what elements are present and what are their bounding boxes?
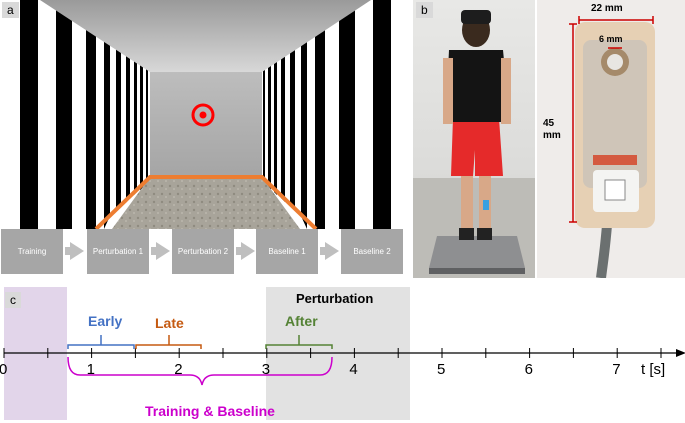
phase-arrow-4-tail — [320, 247, 326, 255]
phase-arrow-1-tail — [65, 247, 71, 255]
axis-unit-label: t [s] — [641, 361, 666, 378]
phase-arrow-4 — [325, 242, 339, 260]
sensor-height-unit: mm — [543, 130, 561, 141]
late-label: Late — [155, 315, 184, 331]
sensor-width-label: 22 mm — [591, 3, 623, 14]
vr-corridor — [0, 0, 411, 229]
tick-label: 1 — [86, 361, 95, 378]
participant-photo — [413, 0, 535, 278]
tick-label: 7 — [612, 361, 621, 378]
phase-flow: Training Perturbation 1 Perturbation 2 B… — [0, 229, 411, 278]
late-bracket — [135, 335, 202, 349]
after-label: After — [285, 313, 318, 329]
target-icon — [191, 103, 215, 127]
timeline-diagram — [3, 287, 685, 420]
training-baseline-brace — [67, 356, 333, 386]
right-wall-stripes — [263, 0, 391, 229]
time-axis-arrow — [676, 349, 685, 357]
floor — [112, 177, 300, 229]
tick-label: 3 — [261, 361, 271, 378]
floor-edge — [94, 175, 318, 229]
panel-a: Training Perturbation 1 Perturbation 2 B… — [0, 0, 411, 278]
ceiling — [40, 0, 371, 72]
tick-label: 4 — [349, 361, 358, 378]
after-bracket — [265, 335, 333, 349]
vr-scene: Training Perturbation 1 Perturbation 2 B… — [0, 0, 411, 278]
early-bracket — [67, 335, 135, 349]
perturbation-label: Perturbation — [296, 291, 374, 306]
panel-label-b: b — [416, 2, 433, 18]
panel-b: 22 mm 6 mm 45 mm b — [413, 0, 685, 278]
early-label: Early — [88, 313, 123, 329]
phase-baseline-2: Baseline 2 — [341, 229, 403, 274]
sensor-inner-label: 6 mm — [599, 34, 623, 44]
phase-baseline-1: Baseline 1 — [256, 229, 318, 274]
left-wall-stripes — [20, 0, 148, 229]
tick-label: 6 — [524, 361, 533, 378]
phase-perturbation-2: Perturbation 2 — [172, 229, 234, 274]
phase-arrow-1 — [70, 242, 84, 260]
phase-arrow-3-tail — [236, 247, 242, 255]
phase-arrow-3 — [241, 242, 255, 260]
panel-label-c: c — [5, 292, 21, 308]
tick-label: 5 — [437, 361, 446, 378]
brace-label: Training & Baseline — [145, 403, 275, 419]
axis-ticks — [3, 348, 662, 358]
phase-arrow-2 — [156, 242, 170, 260]
phase-arrow-2-tail — [151, 247, 157, 255]
phase-training: Training — [1, 229, 63, 274]
panel-label-a: a — [2, 2, 19, 18]
panel-c: c Perturbation Early Late After Training… — [0, 287, 685, 423]
tick-label: 2 — [174, 361, 183, 378]
sensor-photo: 22 mm 6 mm 45 mm — [537, 0, 685, 278]
phase-perturbation-1: Perturbation 1 — [87, 229, 149, 274]
sensor-height-label: 45 — [543, 118, 555, 129]
tick-label: 0 — [0, 361, 8, 378]
